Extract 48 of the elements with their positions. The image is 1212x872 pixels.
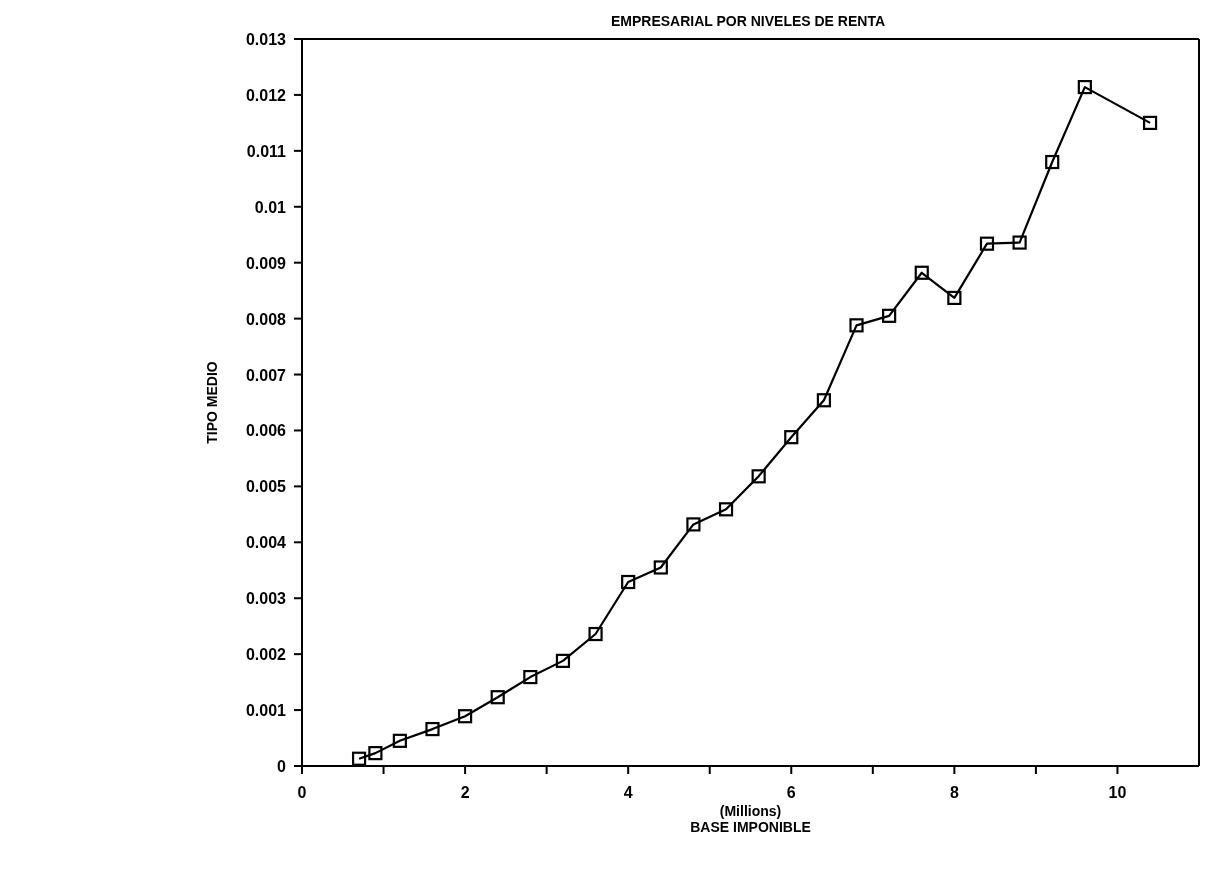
y-axis-title: TIPO MEDIO (204, 361, 220, 444)
x-axis-title: (Millions) BASE IMPONIBLE (690, 803, 811, 835)
point (1077, 79, 1092, 95)
point (457, 709, 473, 724)
x-tick-label: 0 (297, 784, 307, 801)
y-tick-label: 0.01 (254, 198, 287, 216)
point (751, 469, 766, 484)
y-tick-label: 0.012 (245, 86, 287, 104)
point (588, 626, 603, 642)
point (914, 265, 929, 280)
x-tick-label: 4 (623, 784, 633, 801)
chart-title: EMPRESARIAL POR NIVELES DE RENTA (610, 13, 886, 29)
y-tick-label: 0.005 (245, 478, 287, 496)
point (392, 733, 407, 748)
y-tick-label: 0.007 (245, 366, 287, 384)
point (621, 574, 636, 590)
point (882, 308, 897, 323)
point (523, 669, 538, 685)
y-tick-label: 0.003 (245, 590, 287, 608)
y-tick-label: 0.002 (245, 646, 287, 664)
y-tick-label: 0.006 (245, 422, 287, 440)
y-tick-label: 0.013 (245, 31, 287, 48)
point (718, 502, 734, 517)
point (1012, 235, 1027, 250)
y-tick-label: 0.011 (246, 142, 287, 160)
y-tick-label: 0.009 (245, 254, 287, 272)
point (784, 430, 799, 445)
point (849, 318, 864, 333)
point (368, 746, 383, 761)
point (490, 690, 505, 705)
y-tick-label: 0.004 (245, 534, 287, 552)
y-tick-label: 0.008 (245, 310, 287, 328)
x-tick-label: 10 (1108, 784, 1127, 801)
x-tick-label: 6 (786, 784, 796, 801)
point (947, 290, 962, 306)
y-tick-label: 0.001 (245, 702, 287, 720)
point (1142, 115, 1158, 130)
point (816, 393, 831, 408)
point (979, 236, 995, 251)
point (1045, 154, 1060, 170)
y-tick-label: 0 (277, 758, 287, 775)
point (351, 751, 367, 766)
point (555, 653, 571, 668)
x-tick-label: 2 (460, 784, 470, 801)
point (425, 721, 440, 737)
point (653, 560, 668, 575)
x-tick-label: 8 (949, 784, 959, 801)
point (686, 517, 701, 532)
